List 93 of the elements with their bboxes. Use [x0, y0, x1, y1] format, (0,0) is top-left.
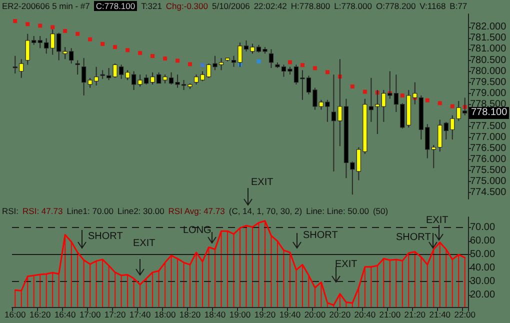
- point: [50, 25, 55, 30]
- y-tick-label: 40.00: [470, 262, 496, 274]
- point: [113, 45, 118, 50]
- x-tick-label: 20:00: [304, 310, 326, 320]
- y-tick-label: 779.500: [470, 76, 507, 88]
- point: [76, 32, 80, 36]
- y-tick-label: 781.500: [470, 32, 507, 44]
- point: [325, 70, 330, 74]
- x-tick-label: 17:20: [104, 310, 126, 320]
- point: [88, 37, 92, 42]
- x-tick-label: 19:40: [279, 310, 301, 320]
- text: C:778.100: [94, 1, 138, 11]
- x-tick-label: 21:40: [429, 310, 451, 320]
- x-tick-label: 20:40: [354, 310, 376, 320]
- x-tick-label: 20:20: [329, 310, 351, 320]
- y-tick-label: 779.000: [470, 88, 507, 99]
- x-tick-label: 21:00: [379, 310, 401, 320]
- text: (C, 14, 1, 70, 30, 2): [228, 206, 302, 216]
- point: [300, 63, 304, 68]
- point: [26, 22, 30, 26]
- point: [138, 50, 142, 55]
- annotation: LONG: [183, 225, 212, 236]
- text: 5/10/2006: [212, 1, 250, 11]
- y-tick-label: 777.000: [470, 132, 507, 143]
- point: [126, 48, 130, 52]
- annotation: EXIT: [251, 177, 274, 188]
- text: (50): [372, 206, 388, 216]
- y-tick-label: 782.000: [470, 22, 507, 33]
- y-tick-label: 775.000: [470, 176, 507, 187]
- text: Chg:-0.300: [166, 1, 208, 11]
- annotation: EXIT: [426, 215, 448, 226]
- point: [188, 62, 192, 66]
- y-tick-label: 775.500: [470, 164, 507, 176]
- point: [13, 19, 18, 24]
- chart-title: ER2-200606 5 min - #7: [2, 1, 90, 11]
- chart-title: RSI:: [2, 206, 19, 216]
- text: T:321: [141, 1, 162, 11]
- x-tick-label: 16:40: [54, 310, 76, 320]
- text: B:77: [450, 1, 468, 11]
- x-tick-label: 18:00: [154, 310, 176, 320]
- y-tick-label: 60.00: [470, 236, 496, 247]
- y-tick-label: 50.00: [470, 249, 496, 260]
- y-tick-label: 774.500: [470, 186, 507, 198]
- text: 22:02:42: [254, 1, 287, 11]
- annotation: SHORT: [303, 230, 338, 241]
- x-tick-label: 17:00: [79, 310, 101, 320]
- point: [100, 42, 105, 46]
- point: [163, 56, 168, 60]
- x-tick-label: 18:20: [179, 310, 201, 320]
- point: [312, 66, 317, 70]
- y-tick-label: 30.00: [470, 276, 496, 287]
- text: 778.100: [469, 107, 510, 120]
- text: Line1: 70.00: [66, 206, 114, 216]
- point: [176, 58, 180, 63]
- point: [450, 104, 454, 108]
- point: [288, 60, 292, 64]
- annotation: EXIT: [133, 238, 156, 249]
- y-tick-label: 781.000: [470, 44, 507, 55]
- x-tick-label: 16:20: [29, 310, 52, 320]
- point: [256, 59, 261, 64]
- y-tick-label: 776.000: [470, 154, 507, 165]
- point: [150, 54, 155, 58]
- annotation: EXIT: [335, 259, 358, 270]
- point: [438, 101, 442, 106]
- text: Line2: 30.00: [118, 206, 164, 216]
- x-tick-label: 17:40: [129, 310, 151, 320]
- y-tick-label: 777.500: [470, 120, 507, 132]
- text: H:778.800: [290, 1, 330, 11]
- x-tick-label: 16:00: [4, 310, 26, 320]
- y-tick-label: 20.00: [470, 289, 496, 300]
- x-tick-label: 22:00: [454, 310, 476, 320]
- x-tick-label: 19:20: [254, 310, 276, 320]
- text: L:778.000: [334, 1, 372, 11]
- point: [350, 84, 354, 88]
- text: RSI Avg: 47.73: [168, 206, 225, 216]
- text: O:778.200: [376, 1, 416, 11]
- text: Line: Line: 50.00: [306, 206, 369, 216]
- point: [400, 93, 404, 98]
- text: V:1168: [420, 1, 446, 11]
- text: RSI: 47.73: [22, 206, 63, 216]
- annotation: SHORT: [88, 231, 123, 242]
- point: [362, 90, 367, 94]
- y-tick-label: 70.00: [470, 222, 496, 234]
- point: [425, 98, 430, 102]
- point: [38, 24, 42, 28]
- y-tick-label: 780.500: [470, 54, 507, 66]
- x-tick-label: 19:00: [229, 310, 251, 320]
- x-tick-label: 18:40: [204, 310, 226, 320]
- y-tick-label: 780.000: [470, 66, 507, 77]
- point: [63, 28, 68, 33]
- annotation: SHORT: [396, 232, 431, 243]
- x-tick-label: 21:20: [404, 310, 426, 320]
- y-tick-label: 776.500: [470, 142, 507, 154]
